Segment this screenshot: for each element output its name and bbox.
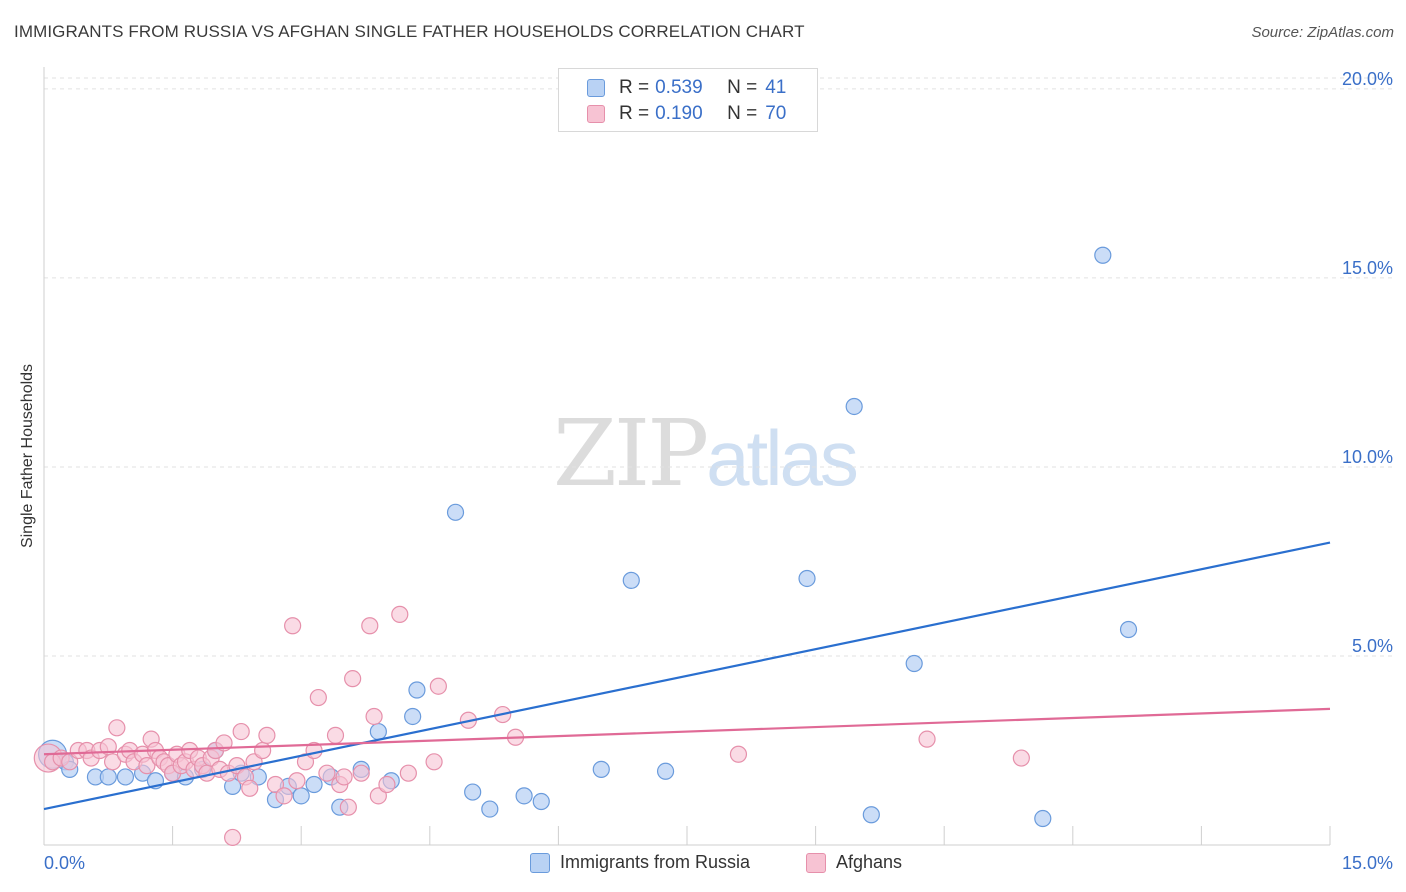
legend-n-label: N = bbox=[727, 77, 758, 98]
point-russia bbox=[481, 800, 499, 818]
point-afghans bbox=[326, 726, 345, 744]
point-russia bbox=[369, 722, 387, 741]
point-russia bbox=[1094, 246, 1112, 264]
watermark-zip: ZIP bbox=[553, 400, 709, 507]
legend-n-value: 41 bbox=[765, 77, 787, 98]
point-afghans bbox=[309, 688, 327, 707]
point-afghans bbox=[108, 719, 126, 737]
legend-r-label: R = bbox=[619, 77, 650, 98]
x-tick-label: 15.0% bbox=[1342, 853, 1393, 873]
point-russia bbox=[515, 787, 533, 805]
point-russia bbox=[622, 571, 640, 589]
bottom-legend-label-afghans: Afghans bbox=[836, 852, 903, 872]
trendline-afghans bbox=[43, 707, 1331, 756]
point-russia bbox=[305, 775, 323, 794]
legend-r-label: R = bbox=[619, 103, 650, 124]
chart-source: Source: ZipAtlas.com bbox=[1251, 24, 1394, 41]
legend-row-russia: R = 0.539 N = 41 bbox=[587, 76, 786, 100]
legend-swatch-afghans bbox=[587, 105, 605, 123]
legend-r-value: 0.190 bbox=[655, 103, 703, 124]
legend-n-value: 70 bbox=[765, 103, 787, 124]
point-russia bbox=[408, 681, 426, 699]
legend-swatch-russia bbox=[587, 79, 605, 97]
y-tick-label: 15.0% bbox=[1342, 258, 1393, 278]
point-afghans bbox=[918, 730, 936, 748]
point-russia bbox=[446, 503, 465, 521]
point-afghans bbox=[1012, 749, 1030, 767]
point-afghans bbox=[391, 605, 409, 623]
point-russia bbox=[862, 806, 880, 824]
point-afghans bbox=[352, 764, 370, 782]
point-afghans bbox=[232, 722, 250, 741]
bottom-legend-label-russia: Immigrants from Russia bbox=[560, 852, 751, 872]
point-russia bbox=[656, 762, 675, 780]
point-afghans bbox=[224, 828, 242, 847]
point-russia bbox=[592, 760, 610, 778]
legend-n-label: N = bbox=[727, 103, 758, 124]
bottom-legend-swatch-afghans bbox=[806, 852, 826, 873]
point-afghans bbox=[361, 617, 379, 635]
point-afghans bbox=[318, 764, 336, 782]
y-tick-label: 20.0% bbox=[1342, 69, 1393, 89]
point-afghans bbox=[254, 741, 272, 760]
point-russia bbox=[404, 707, 422, 726]
point-afghans bbox=[365, 707, 383, 726]
point-russia bbox=[1119, 620, 1138, 639]
point-afghans bbox=[275, 787, 293, 805]
point-afghans bbox=[339, 798, 357, 816]
point-afghans bbox=[729, 745, 748, 763]
point-afghans bbox=[103, 753, 122, 771]
point-russia bbox=[905, 654, 923, 673]
point-russia bbox=[845, 397, 863, 416]
point-afghans bbox=[344, 670, 362, 688]
point-russia bbox=[1034, 809, 1052, 828]
bottom-legend-swatch-russia bbox=[530, 852, 550, 873]
y-tick-label: 5.0% bbox=[1352, 636, 1393, 656]
watermark: ZIPatlas bbox=[553, 400, 859, 507]
point-afghans bbox=[399, 764, 417, 782]
point-afghans bbox=[266, 775, 285, 794]
point-afghans bbox=[378, 775, 396, 794]
point-afghans bbox=[241, 779, 259, 797]
point-afghans bbox=[425, 753, 443, 771]
y-tick-label: 10.0% bbox=[1342, 447, 1393, 467]
point-afghans bbox=[369, 787, 387, 805]
bottom-legend-afghans: Afghans bbox=[806, 852, 902, 873]
point-afghans bbox=[288, 772, 306, 790]
point-afghans bbox=[284, 617, 302, 635]
point-afghans bbox=[429, 677, 447, 695]
watermark-atlas: atlas bbox=[706, 414, 859, 502]
point-russia bbox=[292, 787, 310, 805]
point-russia bbox=[99, 768, 117, 786]
point-afghans bbox=[258, 726, 276, 744]
point-russia bbox=[798, 569, 816, 588]
trendline-russia bbox=[43, 541, 1331, 811]
chart-title: IMMIGRANTS FROM RUSSIA VS AFGHAN SINGLE … bbox=[14, 22, 805, 41]
point-afghans bbox=[335, 768, 353, 786]
point-russia bbox=[116, 768, 135, 786]
legend-r-value: 0.539 bbox=[655, 77, 703, 98]
point-russia bbox=[464, 783, 482, 801]
point-afghans bbox=[138, 757, 156, 775]
point-russia bbox=[532, 792, 550, 811]
legend-row-afghans: R = 0.190 N = 70 bbox=[587, 102, 786, 126]
x-tick-label: 0.0% bbox=[44, 853, 85, 873]
stats-legend: R = 0.539 N = 41 R = 0.190 N = 70 bbox=[558, 68, 818, 132]
bottom-legend-russia: Immigrants from Russia bbox=[530, 852, 750, 873]
